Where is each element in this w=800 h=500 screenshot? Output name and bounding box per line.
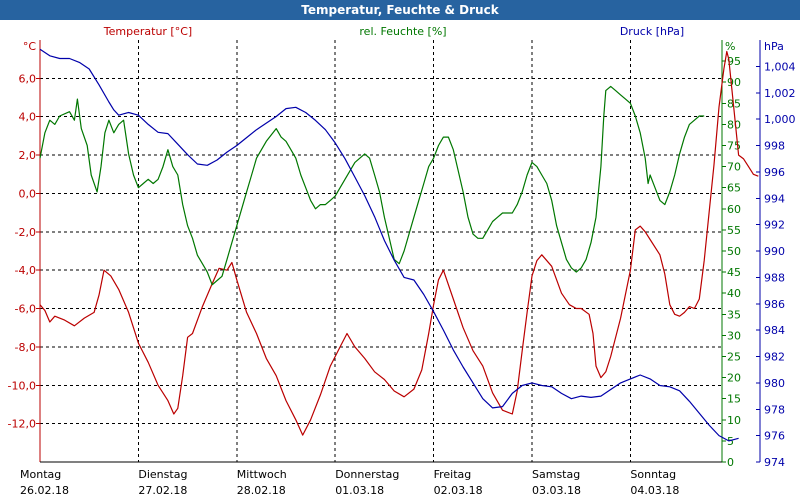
- temperature-axis-label: Temperatur [°C]: [103, 25, 192, 38]
- pressure-unit-label: hPa: [764, 40, 784, 53]
- temperature-tick-label: -10,0: [8, 379, 36, 392]
- temperature-tick-label: -4,0: [15, 264, 36, 277]
- humidity-tick-label: 40: [727, 287, 741, 300]
- grid-lines: [40, 40, 722, 462]
- temperature-tick-label: -12,0: [8, 418, 36, 431]
- pressure-tick-label: 990: [764, 245, 785, 258]
- pressure-tick-label: 984: [764, 324, 785, 337]
- temperature-tick-label: 4,0: [19, 111, 37, 124]
- humidity-tick-label: 25: [727, 351, 741, 364]
- humidity-tick-label: 50: [727, 245, 741, 258]
- x-date-label: 02.03.18: [434, 484, 483, 497]
- humidity-tick-label: 35: [727, 308, 741, 321]
- x-day-label: Mittwoch: [237, 468, 287, 481]
- x-day-label: Sonntag: [630, 468, 676, 481]
- temperature-series-line: [39, 50, 759, 436]
- humidity-tick-label: 45: [727, 266, 741, 279]
- x-date-label: 28.02.18: [237, 484, 286, 497]
- humidity-tick-label: 90: [727, 76, 741, 89]
- pressure-tick-label: 976: [764, 430, 785, 443]
- humidity-tick-label: 30: [727, 329, 741, 342]
- humidity-axis-label: rel. Feuchte [%]: [359, 25, 446, 38]
- pressure-tick-labels: 1,004 1,002 1,000 998 996 994 992 990 988 986 984 9…: [756, 60, 796, 469]
- humidity-tick-label: 0: [727, 456, 734, 469]
- x-day-label: Donnerstag: [335, 468, 399, 481]
- temperature-tick-label: 6,0: [19, 72, 37, 85]
- pressure-axis-label: Druck [hPa]: [620, 25, 684, 38]
- pressure-tick-label: 998: [764, 140, 785, 153]
- humidity-tick-label: 95: [727, 55, 741, 68]
- humidity-tick-label: 75: [727, 140, 741, 153]
- x-day-label: Dienstag: [138, 468, 187, 481]
- temperature-tick-label: -6,0: [15, 303, 36, 316]
- data-series: [39, 48, 759, 442]
- x-date-label: 26.02.18: [20, 484, 69, 497]
- pressure-tick-label: 974: [764, 456, 785, 469]
- pressure-tick-label: 1,000: [764, 113, 796, 126]
- temperature-tick-label: -8,0: [15, 341, 36, 354]
- x-date-label: 03.03.18: [532, 484, 581, 497]
- humidity-tick-label: 15: [727, 393, 741, 406]
- pressure-tick-label: 978: [764, 403, 785, 416]
- humidity-series-line: [39, 85, 705, 286]
- x-day-label: Montag: [20, 468, 61, 481]
- humidity-tick-label: 5: [727, 435, 734, 448]
- humidity-tick-label: 65: [727, 182, 741, 195]
- pressure-tick-label: 1,002: [764, 87, 796, 100]
- temperature-tick-label: 0,0: [19, 187, 37, 200]
- x-date-label: 27.02.18: [138, 484, 187, 497]
- x-day-label: Samstag: [532, 468, 580, 481]
- temperature-unit-label: °C: [23, 40, 37, 53]
- pressure-tick-label: 988: [764, 271, 785, 284]
- humidity-tick-label: 10: [727, 414, 741, 427]
- humidity-tick-label: 20: [727, 372, 741, 385]
- pressure-tick-label: 980: [764, 377, 785, 390]
- temperature-tick-label: 2,0: [19, 149, 37, 162]
- humidity-tick-label: 60: [727, 203, 741, 216]
- x-date-label: 01.03.18: [335, 484, 384, 497]
- humidity-tick-label: 80: [727, 118, 741, 131]
- temperature-tick-labels: 6,0 4,0 2,0 0,0 -2,0 -4,0 -6,0 -8,0 -10,0 -12,0: [8, 72, 40, 431]
- pressure-tick-label: 986: [764, 298, 785, 311]
- x-day-label: Freitag: [434, 468, 472, 481]
- pressure-tick-label: 994: [764, 192, 785, 205]
- plot-area: [40, 40, 722, 462]
- humidity-tick-label: 55: [727, 224, 741, 237]
- x-axis-labels: Montag 26.02.18 Dienstag 27.02.18 Mittwoch 28…: [20, 468, 679, 497]
- pressure-series-line: [39, 48, 739, 442]
- pressure-tick-label: 996: [764, 166, 785, 179]
- chart-title: Temperatur, Feuchte & Druck: [0, 0, 800, 20]
- humidity-tick-label: 70: [727, 161, 741, 174]
- temperature-tick-label: -2,0: [15, 226, 36, 239]
- pressure-tick-label: 1,004: [764, 60, 796, 73]
- x-date-label: 04.03.18: [630, 484, 679, 497]
- pressure-tick-label: 992: [764, 219, 785, 232]
- humidity-tick-label: 85: [727, 97, 741, 110]
- pressure-tick-label: 982: [764, 351, 785, 364]
- humidity-unit-label: %: [725, 40, 735, 53]
